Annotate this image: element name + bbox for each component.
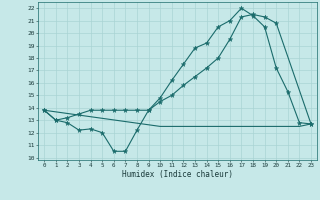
X-axis label: Humidex (Indice chaleur): Humidex (Indice chaleur): [122, 170, 233, 179]
